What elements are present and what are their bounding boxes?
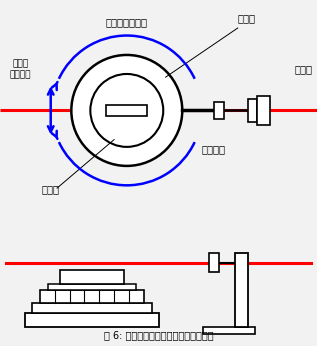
- Circle shape: [71, 55, 182, 166]
- Bar: [48, 284, 136, 290]
- Text: リニア
ステージ: リニア ステージ: [10, 60, 31, 79]
- Bar: [257, 96, 270, 125]
- Bar: [40, 290, 144, 303]
- Text: スリット: スリット: [201, 144, 225, 154]
- Bar: [60, 270, 124, 284]
- Bar: [248, 99, 257, 122]
- Circle shape: [90, 74, 163, 147]
- Bar: [25, 313, 158, 327]
- Text: 検出器: 検出器: [294, 64, 312, 74]
- Text: ターンテーブル: ターンテーブル: [106, 17, 148, 27]
- Text: 囶 6: アライメントが取れた状態の配置: 囶 6: アライメントが取れた状態の配置: [104, 330, 213, 340]
- Bar: [203, 327, 255, 334]
- Bar: [106, 105, 147, 116]
- Text: 試料台: 試料台: [41, 184, 59, 194]
- Bar: [32, 303, 152, 313]
- Bar: [209, 253, 219, 273]
- Text: アーム: アーム: [238, 13, 256, 23]
- Bar: [235, 253, 248, 327]
- Bar: [214, 102, 224, 119]
